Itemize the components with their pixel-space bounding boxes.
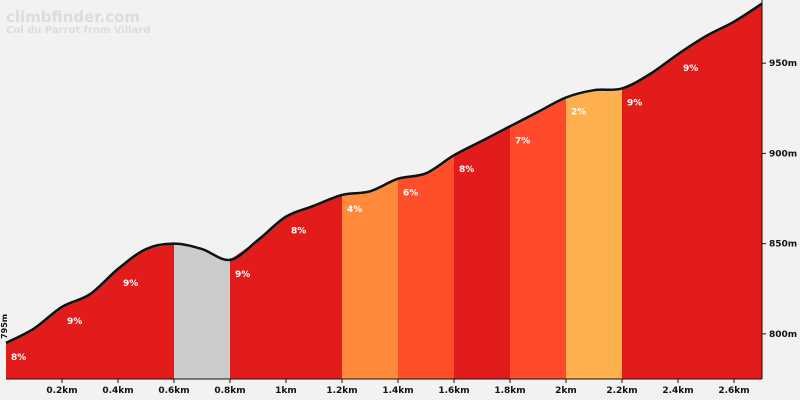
grade-label-11: 2% xyxy=(571,108,586,118)
x-tick-label-13: 2.6km xyxy=(718,386,749,396)
grade-label-10: 7% xyxy=(515,136,530,146)
grade-segment-6 xyxy=(286,194,342,379)
grade-segment-8 xyxy=(398,155,454,379)
start-elevation-label: 795m xyxy=(0,314,9,339)
grade-label-3: 9% xyxy=(123,279,138,289)
grade-label-8: 6% xyxy=(403,189,418,199)
x-axis: 0.2km 0.4km 0.6km 0.8km 1km 1.2km 1.4km 1.6km 1.… xyxy=(6,378,762,396)
x-tick-label-3: 0.6km xyxy=(158,386,189,396)
profile-line-layer xyxy=(5,2,763,345)
y-tick-label-3: 900m xyxy=(769,149,797,159)
grade-segment-9 xyxy=(454,126,510,379)
grade-segment-12 xyxy=(622,54,678,379)
grade-label-7: 4% xyxy=(347,205,362,215)
x-tick-label-9: 1.8km xyxy=(494,386,525,396)
profile-line xyxy=(5,2,763,345)
climb-subtitle: Col du Parrot from Villard xyxy=(6,25,150,36)
x-tick-label-6: 1.2km xyxy=(326,386,357,396)
x-tick-label-2: 0.4km xyxy=(102,386,133,396)
y-tick-label-1: 800m xyxy=(769,330,797,340)
grade-label-2: 9% xyxy=(67,317,82,327)
grade-label-6: 8% xyxy=(291,227,306,237)
grade-segment-7 xyxy=(342,178,398,379)
grade-segments xyxy=(6,3,762,380)
x-tick-label-4: 0.8km xyxy=(214,386,245,396)
x-tick-label-7: 1.4km xyxy=(382,386,413,396)
grade-segment-5 xyxy=(230,216,286,379)
x-tick-label-5: 1km xyxy=(275,386,297,396)
grade-label-1: 8% xyxy=(11,353,26,363)
grade-segment-13 xyxy=(678,3,762,379)
grade-labels: 8% 9% 9% 9% 8% 4% 6% 8% 7% 2% 9% 9% xyxy=(11,64,698,363)
x-tick-label-1: 0.2km xyxy=(46,386,77,396)
x-tick-label-10: 2km xyxy=(555,386,577,396)
grade-segment-2 xyxy=(62,268,118,379)
grade-segment-3 xyxy=(118,243,174,379)
grade-label-9: 8% xyxy=(459,165,474,175)
y-tick-label-4: 950m xyxy=(769,59,797,69)
x-tick-label-8: 1.6km xyxy=(438,386,469,396)
grade-label-12: 9% xyxy=(627,98,642,108)
grade-segment-11 xyxy=(566,88,622,380)
grade-segment-1 xyxy=(6,306,62,379)
brand-logo-text: climbfinder.com xyxy=(6,8,140,26)
grade-segment-10 xyxy=(510,97,566,379)
y-axis: 800m 850m 900m 950m xyxy=(761,0,797,379)
x-tick-label-11: 2.2km xyxy=(606,386,637,396)
y-tick-label-2: 850m xyxy=(769,240,797,250)
grade-label-13: 9% xyxy=(683,64,698,74)
grade-segment-4 xyxy=(174,243,230,379)
grade-label-5: 9% xyxy=(235,270,250,280)
elevation-end-markers: 795m983m xyxy=(0,314,9,339)
x-tick-label-12: 2.4km xyxy=(662,386,693,396)
